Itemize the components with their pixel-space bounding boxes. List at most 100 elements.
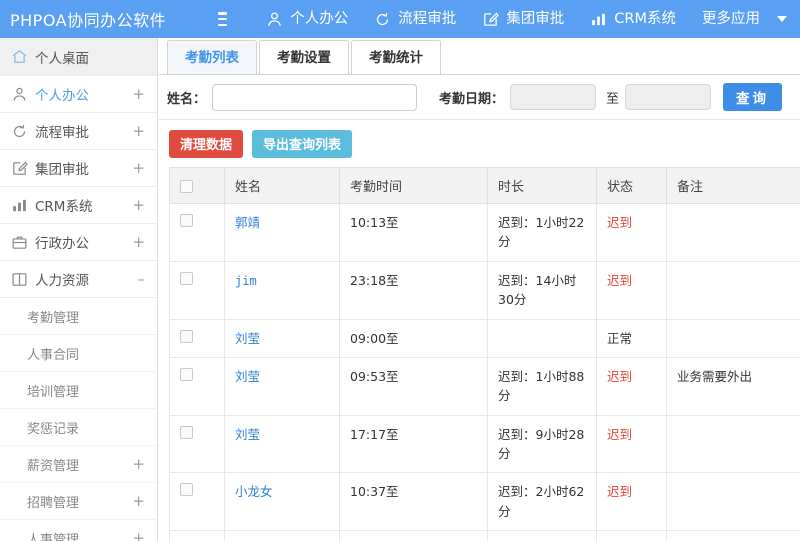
app-brand-title: PHPOA协同办公软件 <box>10 11 167 30</box>
date-from-input[interactable] <box>510 84 597 110</box>
employee-name-link[interactable]: 刘莹 <box>235 330 261 346</box>
row-checkbox[interactable] <box>180 367 193 381</box>
table-row[interactable]: 小龙女 10:37至 迟到：2小时62分 迟到 <box>169 472 800 532</box>
column-header-attendance-time[interactable]: 考勤时间 <box>339 167 488 204</box>
query-button[interactable]: 查询 <box>723 83 783 111</box>
cell-status: 迟到/早退 <box>596 530 667 541</box>
table-row[interactable]: 管理员10:54至10:54迟到：2小时90分早退：7小时10分迟到/早退111… <box>169 530 800 541</box>
user-icon <box>11 86 28 103</box>
table-header-row: 姓名 考勤时间 时长 状态 备注 <box>169 167 800 204</box>
sidebar-subitem-expand[interactable]: + <box>132 529 145 541</box>
attendance-table: 姓名 考勤时间 时长 状态 备注 郭靖 10:13至 迟到：1小时22分 迟到 jim 2… <box>169 167 800 541</box>
sidebar-item-crm[interactable]: CRM系统 + <box>0 187 157 224</box>
cell-duration: 迟到：9小时28分 <box>487 415 597 474</box>
sidebar-item-admin-office[interactable]: 行政办公 + <box>0 224 157 261</box>
sidebar-subitem-attendance-management[interactable]: 考勤管理 <box>0 298 157 335</box>
table-row[interactable]: 刘莹 09:00至 正常 <box>169 319 800 358</box>
cell-remark <box>666 261 800 320</box>
sidebar-subitem-reward-punishment-record[interactable]: 奖惩记录 <box>0 409 157 446</box>
sidebar-item-label: 个人办公 <box>35 88 89 104</box>
bar-chart-icon <box>590 11 607 28</box>
cell-name: 小龙女 <box>224 472 340 532</box>
column-header-status[interactable]: 状态 <box>596 167 667 204</box>
status-badge: 正常 <box>607 330 633 346</box>
date-range-separator: 至 <box>606 91 620 107</box>
search-name-input[interactable] <box>212 83 418 111</box>
row-checkbox[interactable] <box>180 271 193 285</box>
sidebar-item-label: 个人桌面 <box>35 50 89 67</box>
select-all-checkbox[interactable] <box>180 179 193 193</box>
table-row[interactable]: jim 23:18至 迟到：14小时30分 迟到 <box>169 261 800 320</box>
column-header-remark[interactable]: 备注 <box>666 167 800 204</box>
cell-attendance-time: 09:00至 <box>339 319 488 358</box>
clear-data-button[interactable]: 清理数据 <box>169 129 244 158</box>
sidebar-subitem-training-management[interactable]: 培训管理 <box>0 372 157 409</box>
sidebar-item-human-resources[interactable]: 人力资源 – <box>0 261 157 298</box>
tab-attendance-statistics[interactable]: 考勤统计 <box>351 40 441 74</box>
cell-attendance-time: 10:54至10:54 <box>339 530 488 541</box>
tab-attendance-list[interactable]: 考勤列表 <box>167 40 257 74</box>
cell-status: 迟到 <box>596 472 667 532</box>
sidebar-subitem-expand[interactable]: + <box>132 455 145 473</box>
sidebar-item-group-approval[interactable]: 集团审批 + <box>0 150 157 187</box>
employee-name-link[interactable]: jim <box>235 273 257 288</box>
employee-name-link[interactable]: 小龙女 <box>235 484 273 500</box>
table-row[interactable]: 刘莹 17:17至 迟到：9小时28分 迟到 <box>169 415 800 474</box>
row-checkbox[interactable] <box>180 329 193 343</box>
sidebar-scrollbar[interactable] <box>154 38 157 541</box>
sidebar-expand-toggle[interactable]: + <box>132 158 145 177</box>
sidebar-item-label: CRM系统 <box>35 199 93 215</box>
table-row[interactable]: 刘莹 09:53至 迟到：1小时88分 迟到 业务需要外出 <box>169 357 800 416</box>
cell-duration: 迟到：14小时30分 <box>487 261 597 320</box>
sidebar-expand-toggle[interactable]: + <box>132 84 145 103</box>
cell-remark: 业务需要外出 <box>666 357 800 416</box>
status-badge: 迟到 <box>607 272 633 288</box>
nav-item-more-apps[interactable]: 更多应用 <box>689 0 800 38</box>
bar-chart-icon <box>11 197 28 214</box>
cell-attendance-time: 09:53至 <box>339 357 488 416</box>
nav-item-personal-office[interactable]: 个人办公 <box>253 0 361 38</box>
briefcase-icon <box>11 234 28 251</box>
table-row[interactable]: 郭靖 10:13至 迟到：1小时22分 迟到 <box>169 203 800 262</box>
hamburger-icon[interactable] <box>218 12 228 26</box>
sidebar-collapse-toggle[interactable]: – <box>137 269 146 288</box>
sidebar-item-process-approval[interactable]: 流程审批 + <box>0 113 157 150</box>
export-query-list-button[interactable]: 导出查询列表 <box>252 129 353 158</box>
nav-item-group-approval[interactable]: 集团审批 <box>469 0 577 38</box>
row-checkbox[interactable] <box>180 425 193 439</box>
employee-name-link[interactable]: 郭靖 <box>235 215 261 230</box>
sidebar-subitem-label: 招聘管理 <box>27 495 80 511</box>
sidebar-expand-toggle[interactable]: + <box>132 121 145 140</box>
employee-name-link[interactable]: 刘莹 <box>235 426 261 442</box>
sidebar-item-personal-desktop[interactable]: 个人桌面 <box>0 38 157 76</box>
sidebar-subitem-personnel-management[interactable]: 人事管理 + <box>0 520 157 541</box>
column-header-name[interactable]: 姓名 <box>224 167 340 204</box>
cell-duration: 迟到：1小时88分 <box>487 357 597 416</box>
cell-status: 正常 <box>596 319 667 358</box>
sidebar-subitem-personnel-contract[interactable]: 人事合同 <box>0 335 157 372</box>
row-select-cell <box>169 530 225 541</box>
status-badge: 迟到 <box>607 484 633 500</box>
action-bar: 清理数据 导出查询列表 <box>159 120 800 167</box>
row-checkbox[interactable] <box>180 483 193 497</box>
row-select-cell <box>169 472 225 532</box>
row-checkbox[interactable] <box>180 214 193 227</box>
sidebar-subitem-label: 奖惩记录 <box>27 421 80 437</box>
sidebar-expand-toggle[interactable]: + <box>132 195 145 214</box>
sidebar-subitem-recruitment-management[interactable]: 招聘管理 + <box>0 483 157 520</box>
column-header-duration[interactable]: 时长 <box>487 167 597 204</box>
nav-item-process-approval[interactable]: 流程审批 <box>361 0 469 38</box>
sidebar-subitem-salary-management[interactable]: 薪资管理 + <box>0 446 157 483</box>
top-navigation-bar: PHPOA协同办公软件 个人办公 流程审批 <box>0 0 800 38</box>
employee-name-link[interactable]: 刘莹 <box>235 368 261 384</box>
date-to-input[interactable] <box>625 84 712 110</box>
sidebar-item-personal-office[interactable]: 个人办公 + <box>0 76 157 113</box>
cell-remark <box>666 472 800 532</box>
tab-attendance-settings[interactable]: 考勤设置 <box>259 40 349 74</box>
nav-label: 更多应用 <box>702 11 760 27</box>
nav-item-crm[interactable]: CRM系统 <box>577 0 689 38</box>
sidebar-subitem-label: 人事管理 <box>27 532 80 541</box>
sidebar-expand-toggle[interactable]: + <box>132 232 145 251</box>
sidebar-subitem-expand[interactable]: + <box>132 492 145 510</box>
sidebar-subitem-label: 培训管理 <box>27 384 80 400</box>
